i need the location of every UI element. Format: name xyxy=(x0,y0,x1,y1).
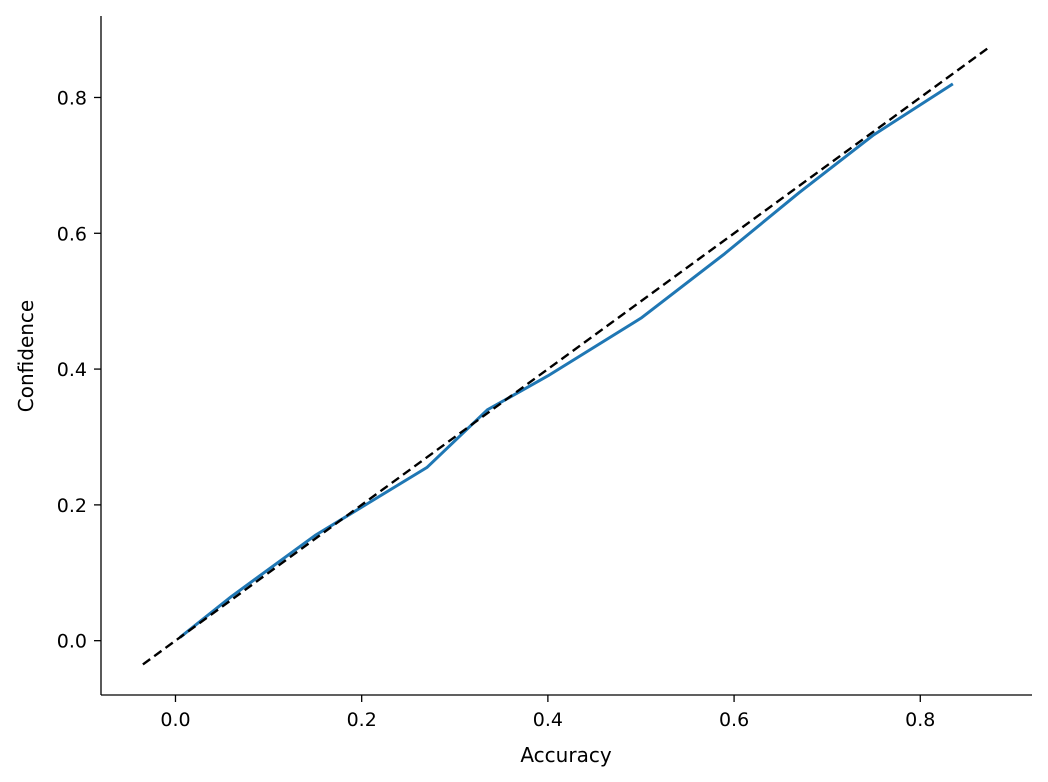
x-tick-label: 0.8 xyxy=(905,709,935,731)
y-axis-label: Confidence xyxy=(14,300,38,412)
x-tick-label: 0.4 xyxy=(533,709,563,731)
plot-lines xyxy=(142,45,991,666)
y-tick-label: 0.0 xyxy=(57,631,87,653)
y-axis-ticks: 0.0 0.2 0.4 0.6 0.8 xyxy=(57,87,101,653)
y-tick-label: 0.6 xyxy=(57,223,87,245)
x-tick-label: 0.2 xyxy=(347,709,377,731)
x-axis-ticks: 0.0 0.2 0.4 0.6 0.8 xyxy=(160,695,935,731)
x-tick-label: 0.0 xyxy=(160,709,190,731)
axes-spines xyxy=(100,16,1032,696)
reference-diagonal-line xyxy=(142,45,991,666)
x-tick-label: 0.6 xyxy=(719,709,749,731)
y-tick-label: 0.8 xyxy=(57,87,87,109)
calibration-curve-line xyxy=(179,82,954,639)
y-tick-label: 0.4 xyxy=(57,359,87,381)
x-axis-label: Accuracy xyxy=(520,743,611,767)
y-tick-label: 0.2 xyxy=(57,495,87,517)
